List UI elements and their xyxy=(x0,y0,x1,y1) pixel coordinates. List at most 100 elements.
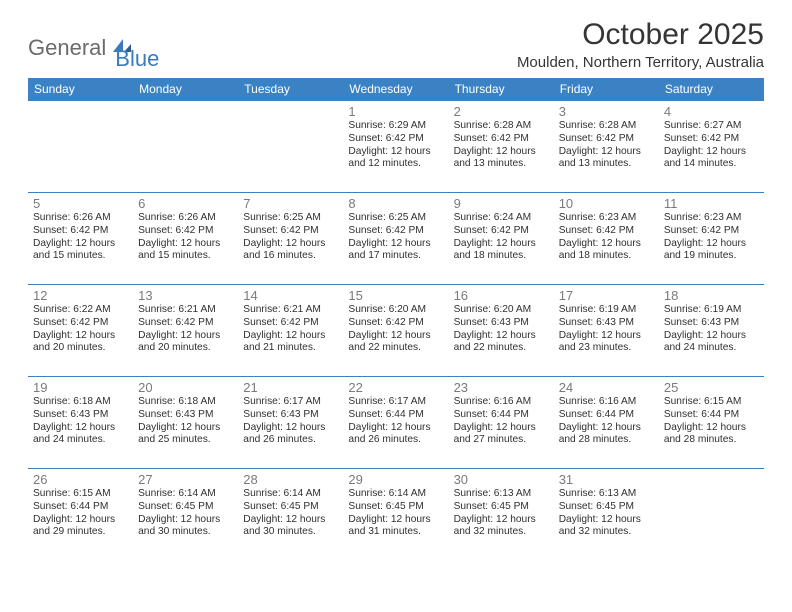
sunrise-line: Sunrise: 6:25 AM xyxy=(243,212,338,225)
title-block: October 2025 Moulden, Northern Territory… xyxy=(517,18,764,71)
calendar-cell: 6Sunrise: 6:26 AMSunset: 6:42 PMDaylight… xyxy=(133,193,238,285)
calendar-week-row: 1Sunrise: 6:29 AMSunset: 6:42 PMDaylight… xyxy=(28,101,764,193)
day-number: 2 xyxy=(454,104,549,119)
sunrise-line: Sunrise: 6:14 AM xyxy=(138,488,233,501)
daylight-line-2: and 32 minutes. xyxy=(559,526,654,539)
daylight-line-1: Daylight: 12 hours xyxy=(454,514,549,527)
daylight-line-2: and 20 minutes. xyxy=(138,342,233,355)
day-number: 30 xyxy=(454,472,549,487)
header: General Blue October 2025 Moulden, North… xyxy=(28,18,764,72)
sunrise-line: Sunrise: 6:15 AM xyxy=(664,396,759,409)
day-number: 31 xyxy=(559,472,654,487)
calendar-week-row: 5Sunrise: 6:26 AM Sunset: 6:42 PM Daylight… xyxy=(28,193,764,285)
calendar-cell: 19Sunrise: 6:18 AMSunset: 6:43 PMDayligh… xyxy=(28,377,133,469)
calendar-cell: 2Sunrise: 6:28 AMSunset: 6:42 PMDaylight… xyxy=(449,101,554,193)
sunset-line: Sunset: 6:44 PM xyxy=(348,409,443,422)
calendar-cell: 10Sunrise: 6:23 AMSunset: 6:42 PMDayligh… xyxy=(554,193,659,285)
daylight-line-2: and 25 minutes. xyxy=(138,434,233,447)
daylight-line-1: Daylight: 12 hours xyxy=(454,330,549,343)
daylight-line-1: Daylight: 12 hours xyxy=(454,146,549,159)
day-number: 27 xyxy=(138,472,233,487)
sunrise-line: Sunrise: 6:27 AM xyxy=(664,120,759,133)
day-number: 8 xyxy=(348,196,443,211)
day-number: 28 xyxy=(243,472,338,487)
calendar-cell-empty xyxy=(659,469,764,561)
daylight-line-1: Daylight: 12 hours xyxy=(138,422,233,435)
sunrise-line: Sunrise: 6:22 AM xyxy=(33,304,128,317)
daylight-line-1: Daylight: 12 hours xyxy=(243,514,338,527)
calendar-table: SundayMondayTuesdayWednesdayThursdayFrid… xyxy=(28,78,764,561)
logo-text-general: General xyxy=(28,35,106,61)
sunrise-line: Sunrise: 6:19 AM xyxy=(664,304,759,317)
daylight-line-1: Daylight: 12 hours xyxy=(33,514,128,527)
day-header: Thursday xyxy=(449,78,554,101)
sunrise-line: Sunrise: 6:24 AM xyxy=(454,212,549,225)
calendar-cell: 5Sunrise: 6:26 AMSunset: 6:42 PMDaylight… xyxy=(28,193,133,285)
daylight-line-1: Daylight: 12 hours xyxy=(348,146,443,159)
sunset-line: Sunset: 6:44 PM xyxy=(454,409,549,422)
daylight-line-2: and 32 minutes. xyxy=(454,526,549,539)
daylight-line-2: and 21 minutes. xyxy=(243,342,338,355)
location: Moulden, Northern Territory, Australia xyxy=(517,54,764,71)
calendar-cell: 26Sunrise: 6:15 AMSunset: 6:44 PMDayligh… xyxy=(28,469,133,561)
sunrise-line: Sunrise: 6:18 AM xyxy=(138,396,233,409)
sunrise-line: Sunrise: 6:26 AM xyxy=(33,212,128,225)
sunset-line: Sunset: 6:42 PM xyxy=(138,317,233,330)
sunset-line: Sunset: 6:43 PM xyxy=(138,409,233,422)
daylight-line-1: Daylight: 12 hours xyxy=(243,238,338,251)
calendar-cell: 12Sunrise: 6:22 AMSunset: 6:42 PMDayligh… xyxy=(28,285,133,377)
day-number: 24 xyxy=(559,380,654,395)
calendar-cell: 4Sunrise: 6:27 AMSunset: 6:42 PMDaylight… xyxy=(659,101,764,193)
day-number: 18 xyxy=(664,288,759,303)
sunrise-line: Sunrise: 6:29 AM xyxy=(348,120,443,133)
daylight-line-1: Daylight: 12 hours xyxy=(348,514,443,527)
daylight-line-1: Daylight: 12 hours xyxy=(33,422,128,435)
daylight-line-2: and 12 minutes. xyxy=(348,158,443,171)
sunrise-line: Sunrise: 6:28 AM xyxy=(454,120,549,133)
day-number: 25 xyxy=(664,380,759,395)
day-number: 11 xyxy=(664,196,759,211)
sunrise-line: Sunrise: 6:17 AM xyxy=(348,396,443,409)
calendar-week-row: 26Sunrise: 6:15 AMSunset: 6:44 PMDayligh… xyxy=(28,469,764,561)
daylight-line-2: and 16 minutes. xyxy=(243,250,338,263)
daylight-line-1: Daylight: 12 hours xyxy=(33,330,128,343)
sunrise-line: Sunrise: 6:20 AM xyxy=(454,304,549,317)
daylight-line-1: Daylight: 12 hours xyxy=(348,422,443,435)
daylight-line-1: Daylight: 12 hours xyxy=(138,330,233,343)
sunrise-line: Sunrise: 6:17 AM xyxy=(243,396,338,409)
day-header: Monday xyxy=(133,78,238,101)
sunset-line: Sunset: 6:44 PM xyxy=(33,501,128,514)
daylight-line-2: and 18 minutes. xyxy=(559,250,654,263)
sunset-line: Sunset: 6:45 PM xyxy=(454,501,549,514)
daylight-line-1: Daylight: 12 hours xyxy=(664,330,759,343)
daylight-line-2: and 22 minutes. xyxy=(454,342,549,355)
daylight-line-1: Daylight: 12 hours xyxy=(559,422,654,435)
day-number: 21 xyxy=(243,380,338,395)
daylight-line-1: Daylight: 12 hours xyxy=(664,422,759,435)
calendar-cell: 15Sunrise: 6:20 AMSunset: 6:42 PMDayligh… xyxy=(343,285,448,377)
calendar-week-row: 19Sunrise: 6:18 AMSunset: 6:43 PMDayligh… xyxy=(28,377,764,469)
daylight-line-2: and 22 minutes. xyxy=(348,342,443,355)
sunset-line: Sunset: 6:45 PM xyxy=(559,501,654,514)
calendar-cell: 24Sunrise: 6:16 AMSunset: 6:44 PMDayligh… xyxy=(554,377,659,469)
calendar-cell: 1Sunrise: 6:29 AMSunset: 6:42 PMDaylight… xyxy=(343,101,448,193)
sunrise-line: Sunrise: 6:21 AM xyxy=(243,304,338,317)
daylight-line-2: and 13 minutes. xyxy=(454,158,549,171)
daylight-line-1: Daylight: 12 hours xyxy=(454,422,549,435)
sunset-line: Sunset: 6:42 PM xyxy=(138,225,233,238)
sunrise-line: Sunrise: 6:23 AM xyxy=(559,212,654,225)
calendar-cell: 23Sunrise: 6:16 AMSunset: 6:44 PMDayligh… xyxy=(449,377,554,469)
day-number: 13 xyxy=(138,288,233,303)
daylight-line-1: Daylight: 12 hours xyxy=(559,330,654,343)
calendar-cell: 18Sunrise: 6:19 AMSunset: 6:43 PMDayligh… xyxy=(659,285,764,377)
daylight-line-2: and 20 minutes. xyxy=(33,342,128,355)
calendar-cell: 11Sunrise: 6:23 AMSunset: 6:42 PMDayligh… xyxy=(659,193,764,285)
sunrise-line: Sunrise: 6:23 AM xyxy=(664,212,759,225)
daylight-line-2: and 28 minutes. xyxy=(664,434,759,447)
daylight-line-1: Daylight: 12 hours xyxy=(138,514,233,527)
sunrise-line: Sunrise: 6:13 AM xyxy=(559,488,654,501)
sunset-line: Sunset: 6:42 PM xyxy=(348,225,443,238)
calendar-cell: 31Sunrise: 6:13 AMSunset: 6:45 PMDayligh… xyxy=(554,469,659,561)
daylight-line-1: Daylight: 12 hours xyxy=(559,514,654,527)
day-number: 5 xyxy=(33,196,128,211)
